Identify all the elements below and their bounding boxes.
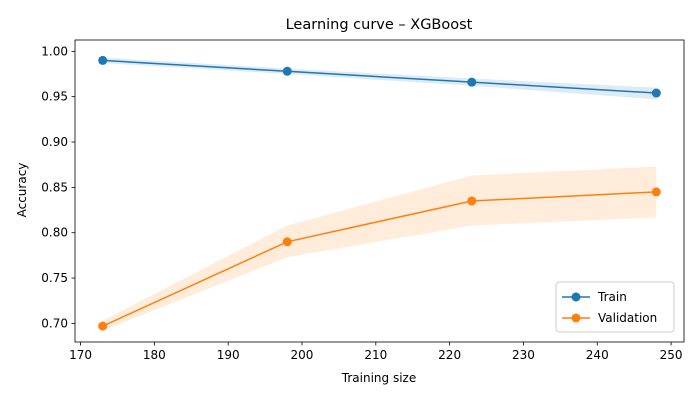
chart-title: Learning curve – XGBoost [286,17,473,33]
legend: Train Validation [555,281,675,333]
x-tick-label-250: 250 [660,348,683,362]
y-tick-label-1.00: 1.00 [41,44,68,58]
y-axis-label: Accuracy [15,163,29,218]
point-validation-1 [282,237,292,247]
x-tick-label-230: 230 [512,348,535,362]
point-train-2 [467,77,477,87]
point-train-3 [651,88,661,98]
y-tick-label-0.90: 0.90 [41,135,68,149]
point-validation-3 [651,187,661,197]
point-train-1 [282,66,292,76]
y-tick-label-0.75: 0.75 [41,271,68,285]
x-axis-label: Training size [341,371,416,385]
band-train [102,57,657,100]
x-tick-label-200: 200 [291,348,314,362]
line-train [102,59,657,94]
y-tick-label-0.80: 0.80 [41,226,68,240]
legend-marker-validation [571,313,581,323]
legend-label-train: Train [597,290,627,304]
x-tick-label-210: 210 [364,348,387,362]
point-validation-2 [467,196,477,206]
legend-label-validation: Validation [598,311,657,325]
legend-marker-train [571,292,581,302]
x-tick-label-190: 190 [217,348,240,362]
x-tick-label-180: 180 [143,348,166,362]
point-validation-0 [98,321,108,331]
x-tick-label-240: 240 [586,348,609,362]
x-tick-label-170: 170 [69,348,92,362]
point-train-0 [98,55,108,65]
x-tick-label-220: 220 [438,348,461,362]
line-validation [102,191,657,327]
legend-box [555,281,675,333]
y-tick-label-0.95: 0.95 [41,90,68,104]
band-validation [102,166,657,331]
plot-frame [74,39,685,343]
y-tick-label-0.85: 0.85 [41,180,68,194]
y-tick-label-0.70: 0.70 [41,316,68,330]
